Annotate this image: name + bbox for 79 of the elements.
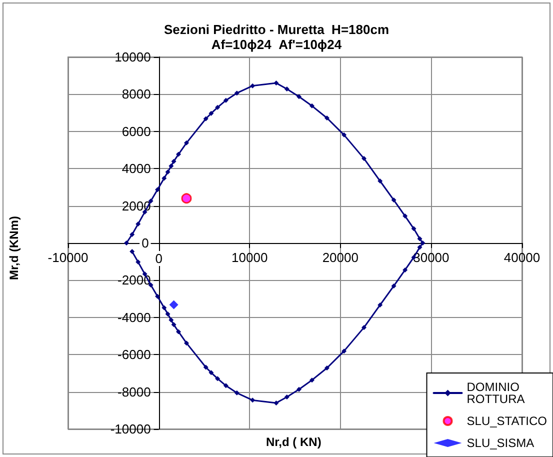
point [402, 214, 408, 219]
point [171, 158, 176, 164]
point [176, 329, 182, 334]
point [284, 86, 290, 92]
point [417, 236, 422, 242]
point [234, 90, 240, 96]
y-tick-label: 8000 [122, 86, 151, 102]
point [411, 226, 416, 232]
y-tick-label: 6000 [122, 124, 151, 139]
legend-label: DOMINIO ROTTURA [466, 380, 525, 406]
point [130, 232, 135, 237]
point [162, 176, 167, 181]
point [250, 83, 256, 88]
y-tick-label: -4000 [118, 310, 151, 325]
chart-subtitle: Af=10ϕ24 Af'=10ϕ24 [211, 37, 342, 52]
point [215, 376, 220, 382]
legend-label: SLU_SISMA [466, 436, 534, 450]
x-tick-label: 0 [155, 251, 162, 266]
point [155, 187, 160, 192]
point [378, 302, 383, 308]
point [284, 394, 290, 400]
point [168, 163, 174, 168]
point [171, 322, 176, 328]
point [208, 370, 214, 376]
point [342, 348, 347, 354]
point [391, 198, 396, 203]
point [136, 259, 141, 264]
point [274, 80, 279, 86]
x-tick-label: 30000 [413, 250, 450, 265]
y-tick-label: -8000 [118, 384, 151, 400]
point [234, 390, 240, 396]
point [274, 400, 279, 406]
point [184, 340, 189, 346]
y-axis-title: Mr,d (KNm) [7, 216, 21, 280]
point [420, 240, 426, 246]
x-tick-label: 40000 [504, 250, 540, 265]
point [223, 383, 228, 388]
point [417, 244, 422, 250]
y-tick-label: 4000 [122, 161, 151, 176]
point [324, 116, 330, 121]
y-tick-label: -10000 [110, 422, 151, 436]
point [169, 300, 178, 310]
point [362, 324, 367, 330]
point [203, 116, 208, 122]
y-tick-label: 10000 [114, 50, 151, 64]
point [309, 378, 314, 383]
y-tick-label: 0 [142, 236, 149, 250]
legend-label: SLU_STATICO [466, 414, 548, 428]
x-tick-label: 20000 [322, 250, 358, 265]
chart-title: Sezioni Piedritto - Muretta H=180cm [164, 22, 390, 37]
point [309, 103, 314, 108]
point [130, 249, 135, 254]
point [378, 178, 383, 184]
point [155, 294, 160, 299]
x-tick-label: 10000 [232, 250, 268, 265]
point [165, 312, 170, 317]
y-tick-label: -6000 [118, 347, 151, 362]
point [208, 110, 214, 116]
point [223, 98, 228, 103]
point [165, 169, 170, 174]
point [402, 267, 408, 272]
point [136, 222, 141, 227]
point [124, 240, 129, 246]
x-tick-label: -10000 [48, 250, 88, 265]
point [324, 365, 330, 370]
point [215, 104, 220, 110]
point [203, 364, 208, 370]
x-axis-title: Nr,d ( KN) [266, 435, 322, 449]
point [181, 193, 192, 204]
point [391, 283, 396, 288]
point [184, 140, 189, 146]
point [296, 386, 302, 392]
point [296, 94, 302, 100]
point [176, 152, 182, 157]
point [162, 305, 167, 310]
point [362, 156, 367, 162]
point [250, 398, 256, 403]
point [342, 132, 347, 138]
point [168, 318, 174, 323]
